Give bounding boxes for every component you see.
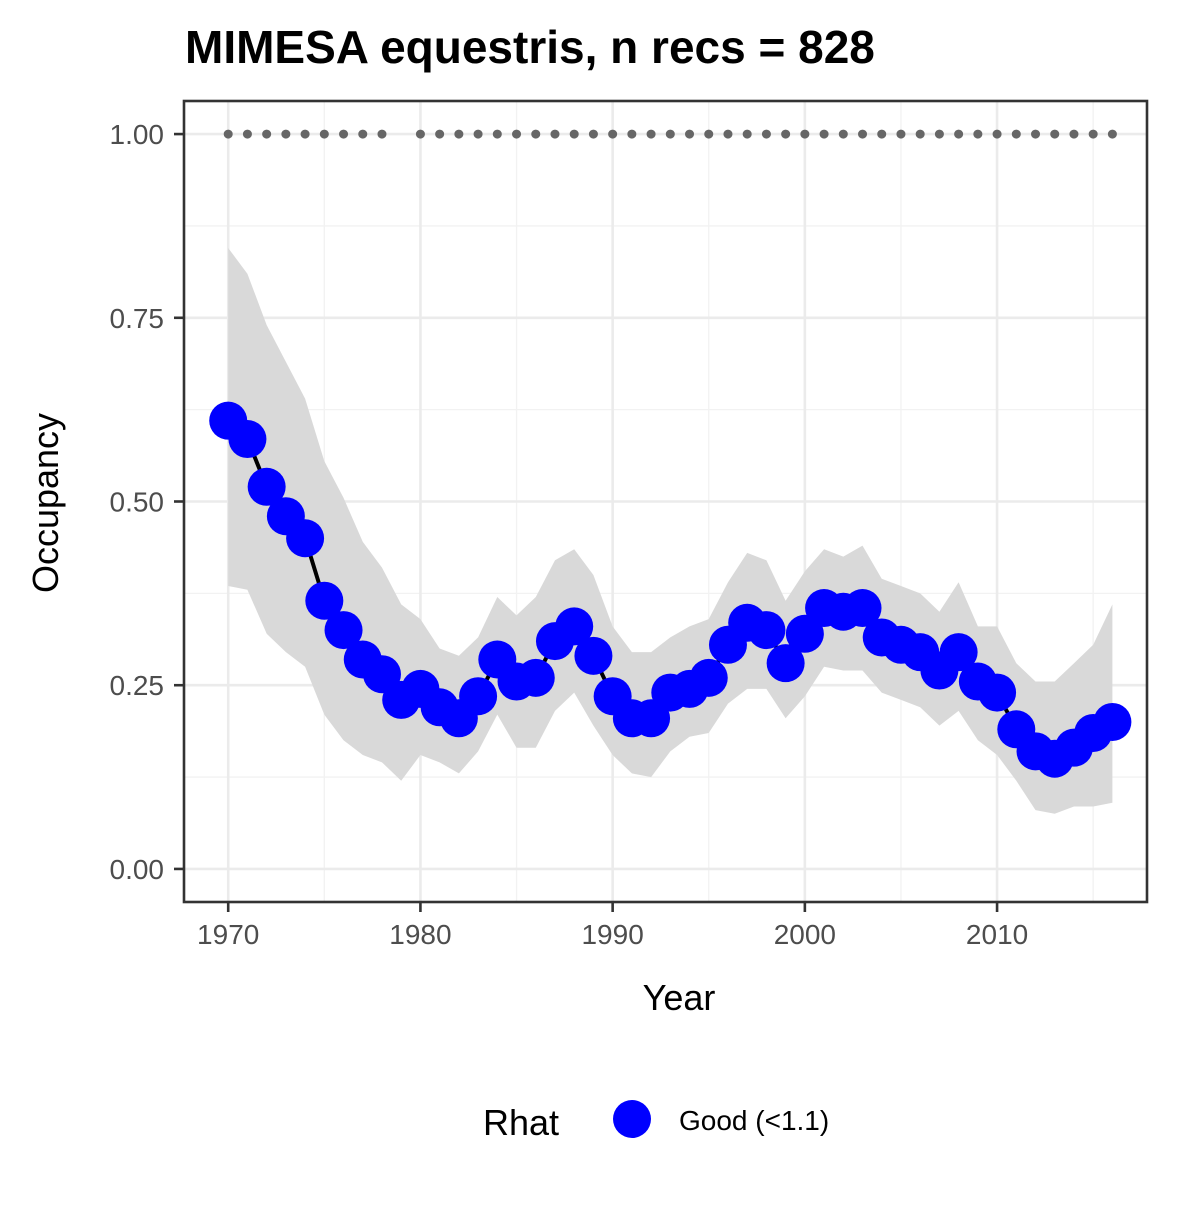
record-point [1107,129,1117,139]
x-tick-label: 1990 [581,919,643,950]
x-tick-label: 1970 [197,919,259,950]
data-point [516,658,555,697]
record-point [685,129,695,139]
record-point [858,129,868,139]
x-axis: 1970 1980 1990 2000 2010 [197,902,1028,950]
record-point [665,129,675,139]
y-axis-title: Occupancy [25,413,66,593]
record-point [550,129,560,139]
y-tick-label: 0.00 [110,854,165,885]
record-point [358,129,368,139]
record-point [954,129,964,139]
record-point [723,129,733,139]
record-point [1088,129,1098,139]
data-point [247,467,286,506]
data-point [843,589,882,628]
x-tick-label: 1980 [389,919,451,950]
record-point [242,129,252,139]
record-point [608,129,618,139]
legend: Rhat Good (<1.1) [483,1100,829,1143]
record-point [415,129,425,139]
record-point [781,129,791,139]
legend-label: Good (<1.1) [679,1105,829,1136]
y-tick-label: 0.75 [110,303,165,334]
record-point [761,129,771,139]
record-point [223,129,233,139]
record-point [454,129,464,139]
chart-title: MIMESA equestris, n recs = 828 [185,21,875,73]
y-axis: 0.00 0.25 0.50 0.75 1.00 [110,119,184,885]
record-point [742,129,752,139]
record-point [319,129,329,139]
record-point [934,129,944,139]
record-point [800,129,810,139]
record-point [377,129,387,139]
record-point [492,129,502,139]
record-point [473,129,483,139]
data-point [459,677,498,716]
data-point [978,673,1017,712]
data-point [324,611,363,650]
confidence-ribbon-layer [228,248,1113,814]
data-point [228,420,267,459]
y-tick-label: 1.00 [110,119,165,150]
confidence-ribbon [228,248,1113,814]
record-point [339,129,349,139]
record-point [1069,129,1079,139]
x-axis-title: Year [643,977,716,1018]
record-point [646,129,656,139]
data-point [939,633,978,672]
occupancy-points-layer [209,401,1132,778]
record-point [281,129,291,139]
record-point [512,129,522,139]
record-point [1031,129,1041,139]
record-point [704,129,714,139]
record-point [531,129,541,139]
record-point [1011,129,1021,139]
x-tick-label: 2010 [966,919,1028,950]
record-point [1050,129,1060,139]
record-point [300,129,310,139]
record-point [262,129,272,139]
record-point [915,129,925,139]
y-tick-label: 0.25 [110,670,165,701]
record-point [569,129,579,139]
data-point [286,519,325,558]
data-point [1093,702,1132,741]
record-point [877,129,887,139]
data-point [305,581,344,620]
record-point [435,129,445,139]
record-point [992,129,1002,139]
data-point [766,644,805,683]
record-point [627,129,637,139]
legend-title: Rhat [483,1102,559,1143]
data-point [574,636,613,675]
record-points-layer [223,129,1117,139]
record-point [973,129,983,139]
x-tick-label: 2000 [774,919,836,950]
y-tick-label: 0.50 [110,487,165,518]
record-point [896,129,906,139]
record-point [838,129,848,139]
data-point [555,607,594,646]
data-point [689,658,728,697]
record-point [819,129,829,139]
data-point [747,611,786,650]
record-point [588,129,598,139]
legend-key-point [613,1100,651,1138]
